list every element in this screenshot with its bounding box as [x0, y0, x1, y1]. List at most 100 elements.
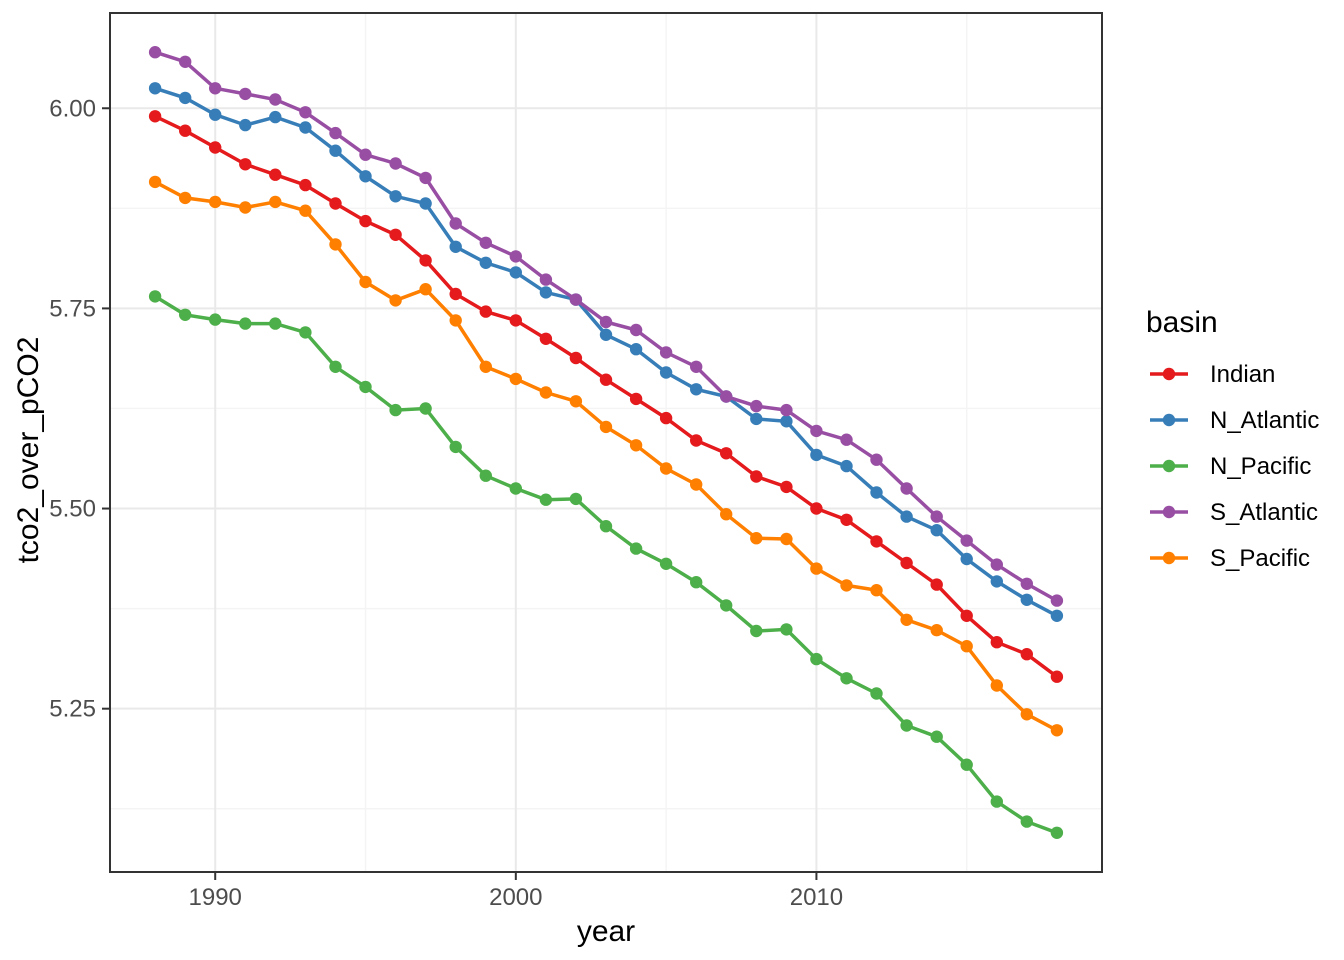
data-point [1020, 815, 1033, 828]
series-N_Pacific [148, 290, 1064, 839]
data-point [780, 532, 793, 546]
data-point [990, 679, 1003, 692]
data-point [1020, 648, 1033, 661]
data-point [269, 317, 282, 330]
data-point [960, 552, 973, 566]
data-point [329, 144, 342, 157]
data-point [359, 148, 372, 161]
data-point [329, 197, 342, 210]
data-point [539, 332, 553, 345]
data-point [659, 557, 673, 570]
legend-label: S_Pacific [1210, 545, 1310, 572]
data-point [148, 175, 162, 189]
data-point [990, 795, 1003, 808]
data-point [509, 482, 522, 495]
data-point [239, 118, 252, 132]
data-point [930, 578, 943, 591]
data-point [1050, 724, 1064, 737]
legend-title: basin [1146, 306, 1218, 339]
data-point [239, 158, 252, 171]
data-point [1050, 826, 1064, 839]
data-point [960, 609, 973, 622]
data-point [930, 524, 943, 537]
data-point [870, 584, 883, 597]
data-point [209, 141, 222, 154]
data-point [389, 228, 402, 241]
data-point [209, 313, 222, 326]
data-point [479, 256, 492, 269]
data-point [659, 462, 673, 475]
data-point [479, 236, 492, 249]
data-point [750, 532, 763, 545]
data-point [840, 672, 853, 685]
data-point [990, 558, 1003, 571]
series-group [148, 46, 1064, 839]
x-tick-label: 2000 [489, 884, 542, 911]
data-point [569, 492, 583, 506]
data-point [840, 459, 853, 473]
data-point [720, 599, 733, 612]
gridlines-minor [110, 13, 1102, 872]
legend: basin Indian N_Atlantic N_Pacific S_Atlanti… [1146, 306, 1319, 572]
data-point [569, 351, 583, 365]
legend-label: N_Atlantic [1210, 407, 1319, 434]
data-point [179, 91, 192, 105]
data-point [299, 326, 312, 339]
data-point [690, 383, 703, 396]
legend-key-point [1162, 505, 1176, 519]
plot-panel [110, 13, 1102, 872]
data-point [389, 190, 402, 203]
data-point [509, 314, 522, 327]
legend-key-point [1162, 367, 1176, 381]
data-point [539, 273, 553, 286]
data-point [509, 372, 522, 386]
data-point [449, 440, 462, 454]
data-point [299, 121, 312, 134]
data-point [389, 403, 402, 417]
data-point [419, 402, 432, 415]
data-point [329, 238, 342, 251]
data-point [329, 360, 342, 373]
data-point [419, 171, 432, 185]
data-point [359, 214, 372, 228]
data-point [479, 469, 492, 482]
data-point [900, 719, 913, 732]
data-point [1020, 577, 1033, 590]
data-point [239, 317, 252, 330]
data-point [359, 170, 372, 183]
data-point [539, 286, 553, 299]
y-tick-label: 5.50 [49, 496, 96, 523]
data-point [479, 305, 492, 318]
data-point [810, 562, 823, 575]
x-axis-title: year [577, 915, 635, 948]
data-point [750, 470, 763, 483]
data-point [659, 366, 673, 379]
data-point [1050, 594, 1064, 607]
data-point [930, 510, 943, 523]
data-point [690, 576, 703, 589]
data-point [569, 293, 583, 306]
data-point [900, 556, 913, 570]
series-S_Atlantic [148, 46, 1064, 607]
data-point [269, 195, 282, 209]
data-point [449, 240, 462, 253]
x-tick-label: 1990 [189, 884, 242, 911]
data-point [659, 411, 673, 425]
data-point [539, 493, 553, 506]
data-point [599, 520, 613, 533]
data-point [239, 201, 252, 214]
data-point [629, 542, 643, 555]
legend-key-point [1162, 459, 1176, 473]
data-point [209, 195, 222, 209]
data-point [990, 636, 1003, 649]
data-point [960, 758, 973, 771]
y-tick-label: 5.25 [49, 696, 96, 723]
data-point [179, 55, 192, 68]
data-point [870, 453, 883, 466]
legend-key-point [1162, 551, 1176, 565]
data-point [539, 386, 553, 399]
legend-entries: Indian N_Atlantic N_Pacific S_Atlantic S_Pac… [1150, 361, 1319, 572]
data-point [419, 197, 432, 210]
data-point [840, 433, 853, 446]
data-point [299, 106, 312, 119]
